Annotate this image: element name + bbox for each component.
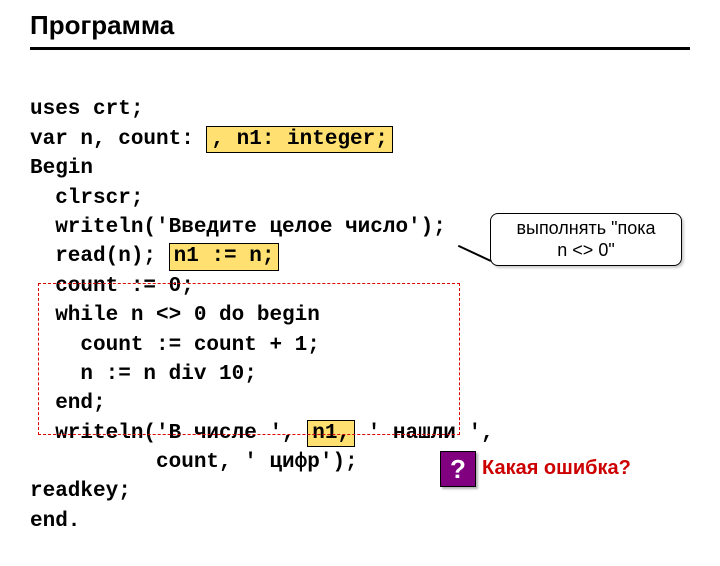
callout-bubble: выполнять "пока n <> 0" xyxy=(490,213,682,266)
highlight-n1-decl: , n1: integer; xyxy=(206,126,392,153)
code-line: readkey; xyxy=(30,480,131,503)
loop-highlight-box xyxy=(38,283,460,435)
highlight-n1-assign: n1 := n; xyxy=(169,243,280,270)
code-line: Begin xyxy=(30,157,93,180)
code-line: end. xyxy=(30,510,80,533)
question-mark-icon: ? xyxy=(440,451,476,487)
code-line: var n, count: xyxy=(30,128,194,151)
title-rule xyxy=(30,47,690,50)
callout-line1: выполнять "пока xyxy=(516,218,655,238)
code-line: writeln('Введите целое число'); xyxy=(30,216,446,239)
code-line: clrscr; xyxy=(30,187,143,210)
slide-title: Программа xyxy=(30,10,690,41)
code-line: count, ' цифр'); xyxy=(30,451,358,474)
question-text: Какая ошибка? xyxy=(482,457,631,480)
code-line: read(n); xyxy=(30,245,156,268)
code-line: uses crt; xyxy=(30,98,143,121)
callout-line2: n <> 0" xyxy=(557,240,614,260)
